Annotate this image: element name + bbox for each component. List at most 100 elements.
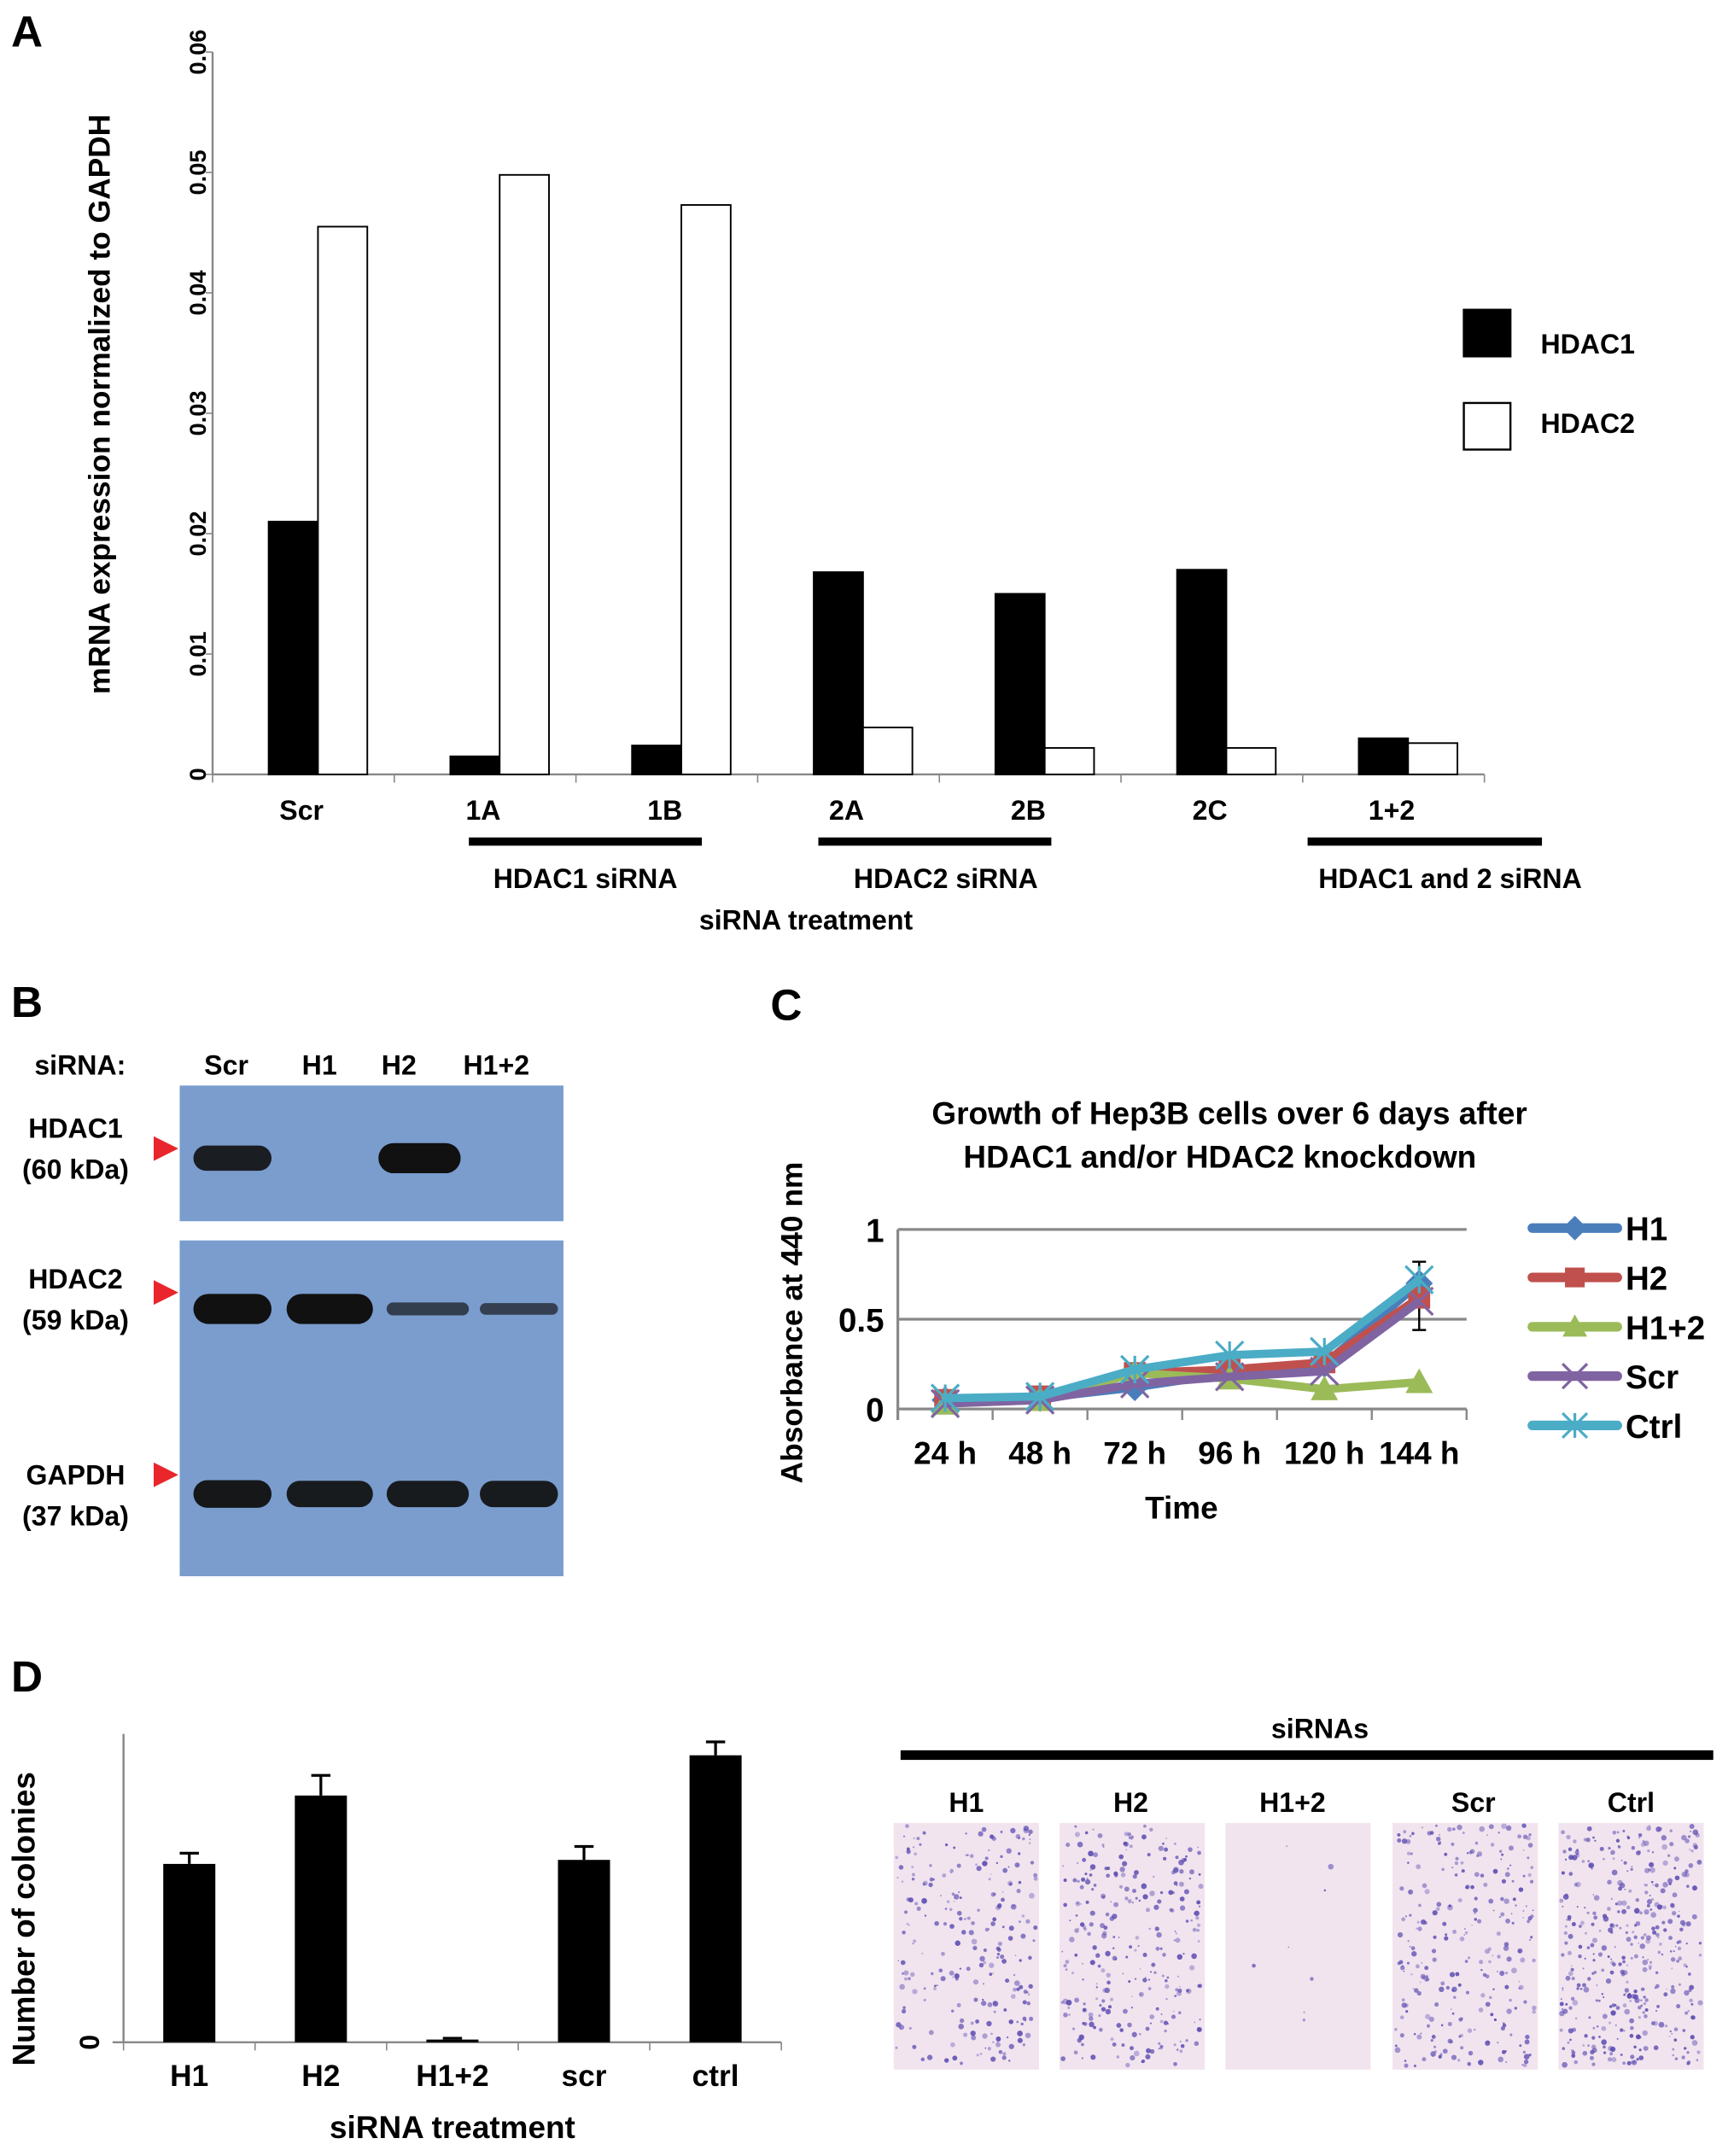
colony-dot bbox=[1632, 2060, 1638, 2065]
bar-hdac1 bbox=[267, 520, 319, 775]
colony-dot bbox=[1106, 1972, 1111, 1978]
colony-dot bbox=[1008, 1925, 1014, 1931]
colony-dot bbox=[1433, 1935, 1437, 1939]
colony-dot bbox=[1128, 1980, 1131, 1984]
colony-dot bbox=[1116, 2023, 1122, 2028]
marker-triangle bbox=[1311, 1375, 1339, 1400]
colony-dot bbox=[1655, 1932, 1660, 1937]
colony-dot bbox=[1124, 1832, 1129, 1837]
colony-dot bbox=[1029, 2016, 1034, 2021]
colony-dot bbox=[1065, 1960, 1070, 1964]
colony-dot bbox=[1128, 1837, 1131, 1839]
x-tick-label: H1+2 bbox=[416, 2060, 488, 2093]
colony-dot bbox=[1642, 1956, 1644, 1959]
x-tick-label: 2A bbox=[829, 795, 864, 826]
colony-dot bbox=[1185, 1855, 1188, 1858]
colony-dot bbox=[1179, 1985, 1181, 1988]
colony-dot bbox=[1403, 1970, 1405, 1972]
colony-dot bbox=[1523, 2059, 1529, 2065]
colony-dot bbox=[940, 1976, 946, 1982]
colony-dot bbox=[1138, 1991, 1144, 1997]
colony-dot bbox=[978, 1962, 984, 1968]
colony-dot bbox=[1157, 1899, 1162, 1904]
colony-dot bbox=[1622, 2061, 1626, 2065]
colony-dot bbox=[912, 1943, 914, 1945]
colony-dot bbox=[1666, 1988, 1667, 1990]
colony-dot bbox=[1130, 1835, 1134, 1839]
colony-dot bbox=[1576, 1987, 1579, 1990]
colony-dot bbox=[1522, 1834, 1528, 1839]
colony-dot bbox=[923, 1987, 926, 1990]
colony-dot bbox=[1588, 2016, 1591, 2019]
colony-dot bbox=[1006, 1848, 1012, 1854]
colony-dot bbox=[1498, 1916, 1502, 1919]
colony-dot bbox=[942, 1873, 947, 1878]
colony-dot bbox=[992, 2001, 997, 2005]
colony-dot bbox=[1685, 1942, 1688, 1945]
colony-dot bbox=[1001, 1891, 1004, 1893]
colony-dot bbox=[1672, 1910, 1677, 1916]
colony-dot bbox=[1654, 1902, 1660, 1908]
colony-dot bbox=[1614, 1902, 1618, 1906]
colony-dot bbox=[1109, 1997, 1114, 2001]
colony-dot bbox=[1089, 1910, 1095, 1916]
colony-dot bbox=[1651, 1926, 1655, 1931]
colony-dot bbox=[958, 2024, 965, 2030]
colony-dot bbox=[1467, 1956, 1471, 1960]
colony-dot bbox=[1062, 1865, 1065, 1867]
colony-dot bbox=[1479, 1960, 1484, 1965]
y-axis-title: mRNA expression normalized to GAPDH bbox=[84, 114, 117, 694]
colony-dot bbox=[1644, 1840, 1649, 1846]
colony-dot bbox=[1487, 2041, 1490, 2043]
colony-dot bbox=[1130, 1838, 1133, 1840]
colony-dot bbox=[1196, 1923, 1201, 1927]
colony-dot bbox=[1638, 1833, 1643, 1838]
colony-dot bbox=[1145, 2026, 1150, 2031]
colony-dot bbox=[1659, 1943, 1662, 1946]
colony-dot bbox=[1190, 1919, 1194, 1922]
colony-dot bbox=[1679, 1919, 1685, 1925]
colony-dot bbox=[1147, 1853, 1151, 1857]
colony-dot bbox=[1631, 1845, 1636, 1850]
lane-label: H1 bbox=[302, 1049, 337, 1080]
colony-dot bbox=[1399, 2033, 1404, 2038]
colony-dot bbox=[1125, 1849, 1128, 1851]
colony-dot bbox=[1581, 1860, 1585, 1863]
colony-dot bbox=[1105, 1912, 1110, 1917]
colony-dot bbox=[1007, 1936, 1013, 1941]
colony-dot bbox=[1099, 2027, 1103, 2032]
colony-dot bbox=[1404, 2060, 1407, 2062]
colony-dot bbox=[1089, 1869, 1092, 1872]
colony-dot bbox=[1608, 2005, 1613, 2008]
colony-dot bbox=[1148, 1927, 1152, 1931]
colony-dot bbox=[1135, 1896, 1138, 1900]
colony-dot bbox=[1673, 2038, 1678, 2042]
panel-a-bar-chart: 0 0.01 0.02 0.03 0.04 0.05 0.06 mRNA expression… bbox=[84, 29, 1635, 935]
colony-dot bbox=[1647, 1849, 1650, 1853]
colony-dot bbox=[1169, 1908, 1173, 1913]
colony-dot bbox=[1573, 1882, 1579, 1887]
colony-dot bbox=[966, 1966, 971, 1972]
colony-dot bbox=[1088, 1850, 1094, 1857]
colony-dot bbox=[1681, 2055, 1685, 2060]
colony-dot bbox=[1582, 1967, 1585, 1970]
colony-dot bbox=[1176, 2048, 1179, 2051]
colony-dot bbox=[1498, 2056, 1503, 2063]
plate-background bbox=[1225, 1822, 1371, 2070]
colony-dot bbox=[1076, 1902, 1079, 1905]
colony-dot bbox=[1630, 1943, 1633, 1946]
colony-dot bbox=[1651, 1898, 1655, 1902]
colony-dot bbox=[1397, 1832, 1401, 1838]
colony-dot bbox=[1174, 1931, 1176, 1932]
colony-dot bbox=[1179, 1905, 1186, 1911]
panel-d-colony-chart: 0 Number of colonies H1 H2 H1+2 scr ctrl siRNA … bbox=[6, 1733, 782, 2145]
x-tick-label: Scr bbox=[279, 795, 324, 826]
colony-dot bbox=[1149, 1890, 1155, 1896]
colony-dot bbox=[1406, 1961, 1410, 1965]
marker-star bbox=[1404, 1265, 1434, 1294]
colony-dot bbox=[901, 1880, 904, 1883]
colony-dot bbox=[1562, 1989, 1564, 1991]
colony-dot bbox=[960, 2061, 963, 2065]
colony-dot bbox=[1137, 1944, 1140, 1948]
